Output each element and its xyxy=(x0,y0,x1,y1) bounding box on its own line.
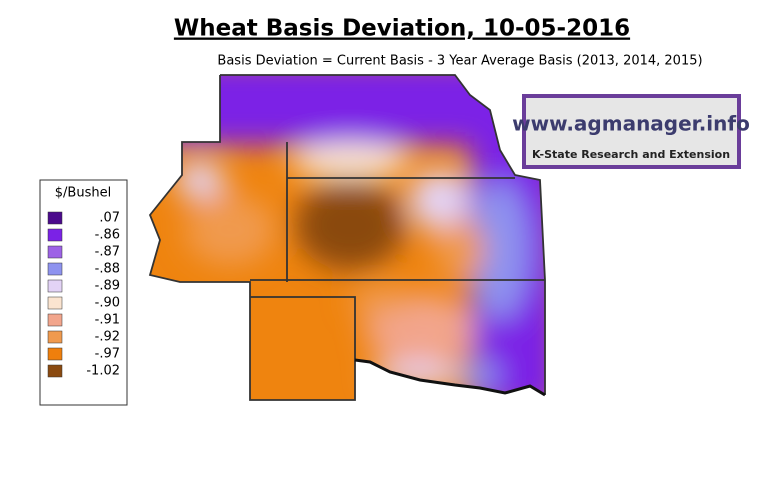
legend-swatch xyxy=(47,211,63,225)
legend-label: .07 xyxy=(99,211,120,226)
legend-items: .07 -.86 -.87 -.88 -.89 -.90 -.91 -.92 -.97 -1.02 xyxy=(47,211,120,379)
legend-swatch xyxy=(47,313,63,327)
logo-box xyxy=(522,94,741,169)
legend-swatch xyxy=(47,347,63,361)
legend-title: $/Bushel xyxy=(55,186,111,201)
map xyxy=(150,75,545,400)
legend-swatch xyxy=(47,330,63,344)
legend-label: -.91 xyxy=(95,313,120,328)
legend-swatch xyxy=(47,296,63,310)
legend-swatch xyxy=(47,228,63,242)
legend-swatch xyxy=(47,279,63,293)
legend-label: -.92 xyxy=(95,330,120,345)
legend-label: -.86 xyxy=(95,228,120,243)
legend-label: -1.02 xyxy=(86,364,120,379)
legend-label: -.89 xyxy=(95,279,120,294)
legend-swatch xyxy=(47,364,63,378)
legend-swatch xyxy=(47,262,63,276)
legend-swatch xyxy=(47,245,63,259)
logo-org: K-State Research and Extension xyxy=(532,148,730,161)
legend-label: -.90 xyxy=(95,296,120,311)
legend-label: -.88 xyxy=(95,262,120,277)
title: Wheat Basis Deviation, 10-05-2016 xyxy=(174,16,630,42)
subtitle: Basis Deviation = Current Basis - 3 Year… xyxy=(217,54,702,69)
legend-label: -.97 xyxy=(95,347,120,362)
state-borders xyxy=(148,74,546,401)
legend-label: -.87 xyxy=(95,245,120,260)
logo-url: www.agmanager.info xyxy=(512,112,750,136)
red-river xyxy=(354,358,546,397)
